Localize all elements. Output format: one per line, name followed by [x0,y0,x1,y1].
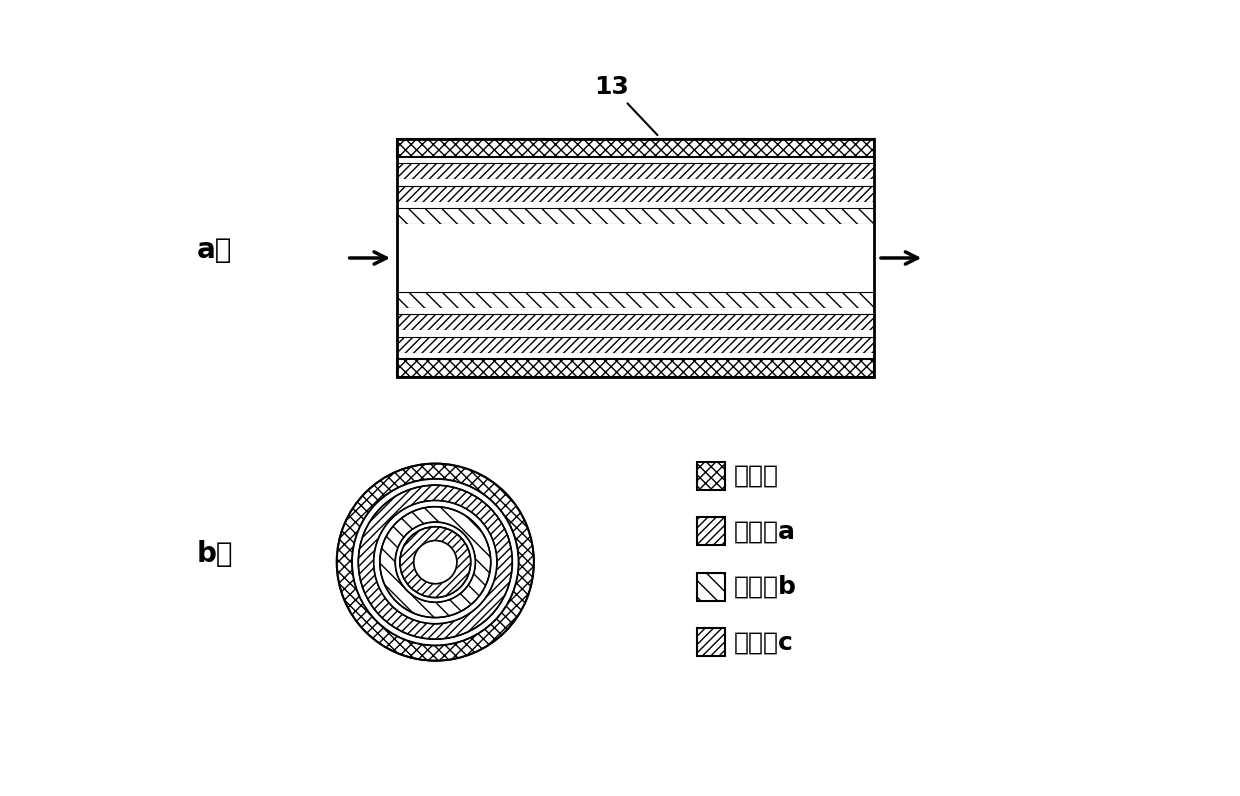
Text: 电极层b: 电极层b [734,575,797,599]
Bar [697,573,725,601]
Bar [397,353,874,359]
Bar [397,292,874,308]
Bar [397,224,874,230]
Bar [397,286,874,292]
Text: 13: 13 [594,75,657,135]
Bar [397,337,874,353]
Bar [397,314,874,330]
Text: a）: a） [197,236,232,264]
Text: 电极层a: 电极层a [734,519,796,544]
Text: b）: b） [197,540,233,568]
Circle shape [335,461,536,663]
Bar [397,308,874,314]
Bar [397,139,874,157]
Bar [397,179,874,185]
Text: 屏蔽层: 屏蔽层 [734,464,779,488]
Bar [397,157,874,163]
Bar [397,208,874,224]
Bar [397,139,874,377]
Circle shape [414,540,456,583]
Bar [697,517,725,545]
Bar [397,201,874,208]
Text: 电极层c: 电极层c [734,630,794,654]
Bar [397,359,874,377]
Bar [397,185,874,201]
Bar [397,230,874,286]
Bar [697,628,725,656]
Bar [397,330,874,337]
Bar [397,163,874,179]
Bar [697,462,725,490]
